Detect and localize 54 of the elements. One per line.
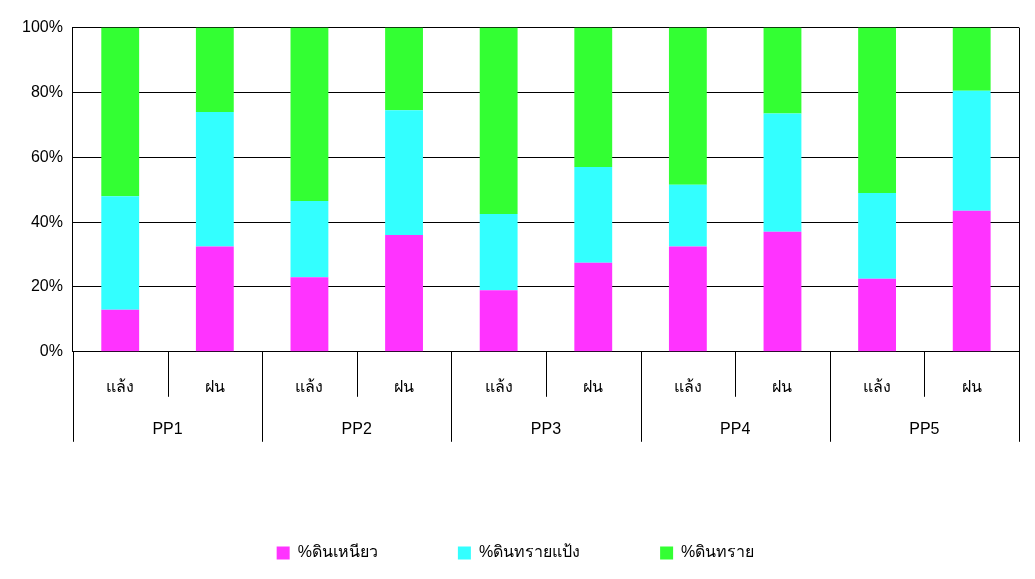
- bar: [101, 196, 140, 310]
- bar: [858, 278, 897, 352]
- bar: [952, 90, 991, 211]
- x-tick-label: แล้ง: [673, 377, 702, 395]
- bar: [385, 110, 423, 236]
- bar: [479, 27, 518, 215]
- x-tick-label: แล้ง: [484, 377, 513, 395]
- x-tick-label: ฝน: [583, 377, 604, 395]
- bar: [763, 113, 802, 232]
- bar: [195, 27, 234, 112]
- bar: [763, 231, 802, 352]
- text: PP3: [530, 420, 562, 438]
- bar: [195, 111, 234, 247]
- bar: [668, 184, 707, 247]
- bar: [763, 27, 802, 114]
- legend-label: %ดินทราย: [681, 543, 755, 561]
- bar: [290, 201, 329, 278]
- bar: [574, 262, 613, 352]
- x-tick-label: แล้ง: [863, 377, 892, 395]
- bar: [290, 277, 329, 352]
- bar: [668, 27, 707, 185]
- bar: [385, 27, 423, 111]
- bar: [385, 235, 423, 352]
- bar: [952, 27, 991, 91]
- bar: [101, 27, 140, 197]
- text: PP2: [341, 420, 372, 438]
- y-tick-label: 0%: [39, 342, 63, 360]
- x-tick-label: ฝน: [772, 377, 793, 395]
- bar: [195, 246, 234, 352]
- bar: [574, 27, 613, 168]
- text: PP5: [909, 420, 940, 438]
- x-tick-label: ฝน: [961, 377, 982, 395]
- y-tick-label: 80%: [30, 82, 63, 100]
- y-tick-label: 20%: [30, 277, 63, 295]
- bar: [479, 214, 518, 291]
- bar: [668, 246, 707, 352]
- legend-label: %ดินเหนียว: [297, 543, 378, 561]
- y-tick-label: 60%: [30, 147, 63, 165]
- text: PP1: [152, 420, 183, 438]
- x-tick-label: แล้ง: [106, 377, 135, 395]
- bar: [574, 167, 613, 263]
- bar: [952, 210, 991, 352]
- bar: [101, 309, 140, 352]
- bar: [479, 290, 518, 352]
- x-tick-label: ฝน: [394, 377, 415, 395]
- x-tick-label: แล้ง: [295, 377, 324, 395]
- x-tick-label: ฝน: [204, 377, 225, 395]
- bar: [858, 192, 897, 279]
- y-tick-label: 40%: [30, 212, 63, 230]
- text: PP4: [720, 420, 751, 438]
- legend-label: %ดินทรายแป้ง: [478, 543, 581, 561]
- bar: [290, 27, 329, 202]
- y-tick-label: 100%: [22, 18, 63, 36]
- bar: [858, 27, 897, 193]
